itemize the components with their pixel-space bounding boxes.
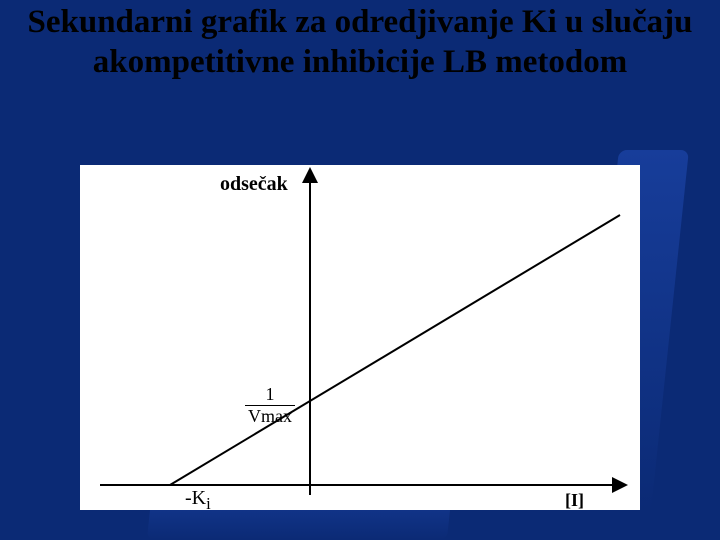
neg-k: -K	[185, 487, 206, 509]
frac-numerator: 1	[245, 385, 295, 404]
slide-title: Sekundarni grafik za odredjivanje Ki u s…	[0, 0, 720, 83]
neg-k-sub: i	[206, 494, 211, 513]
y-axis-label: odsečak	[220, 173, 289, 195]
secondary-plot: odsečak	[80, 165, 640, 510]
x-intercept-label: -Ki	[185, 487, 211, 514]
frac-denominator: Vmax	[245, 407, 295, 426]
plot-panel: odsečak 1 Vmax -Ki [I]	[80, 165, 640, 510]
x-axis-label: [I]	[565, 490, 584, 511]
y-intercept-label: 1 Vmax	[245, 385, 295, 426]
regression-line	[170, 215, 620, 485]
slide: Sekundarni grafik za odredjivanje Ki u s…	[0, 0, 720, 540]
